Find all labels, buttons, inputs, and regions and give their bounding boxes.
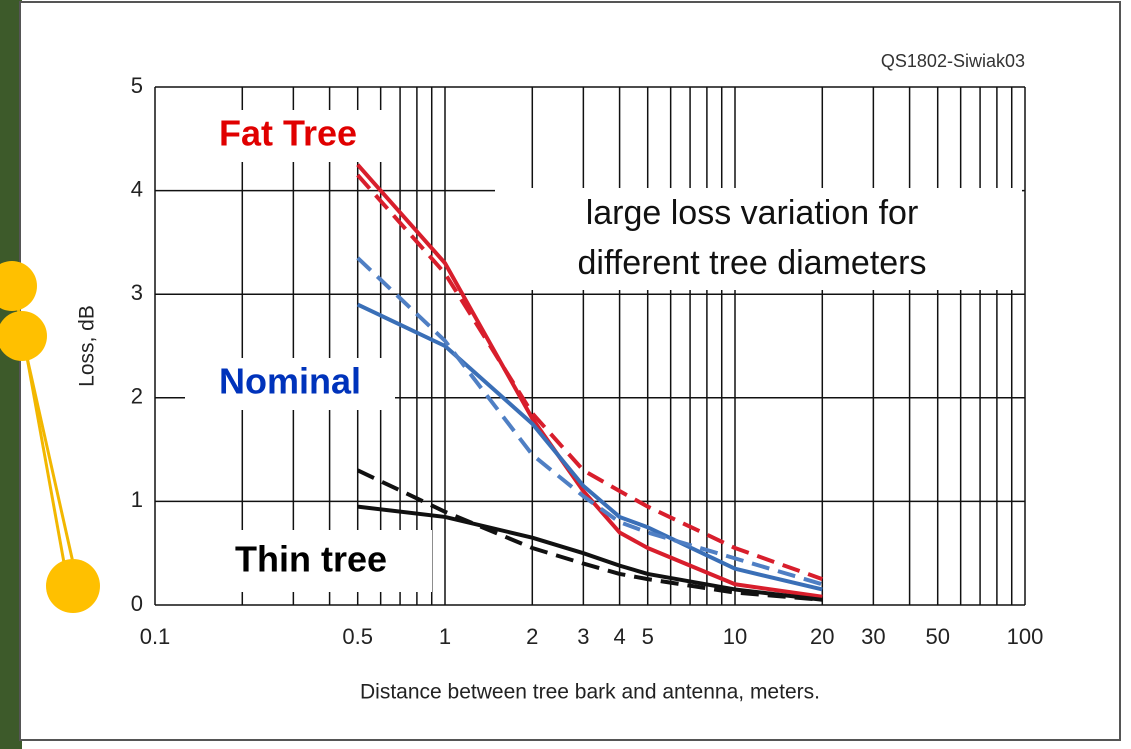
annotation-box (190, 530, 432, 592)
series-line (356, 163, 823, 599)
decoration (0, 261, 100, 613)
series-line (356, 468, 823, 602)
annotation: Thin tree (235, 539, 387, 580)
y-tick-label: 3 (131, 280, 143, 305)
marker-dot (0, 261, 37, 311)
x-tick-label: 20 (810, 624, 834, 649)
x-tick-label: 3 (577, 624, 589, 649)
marker-dot (46, 559, 100, 613)
x-axis-title: Distance between tree bark and antenna, … (360, 681, 820, 704)
series-line (357, 504, 823, 602)
x-tick-label: 0.5 (342, 624, 373, 649)
y-axis-title: Loss, dB (76, 305, 99, 387)
annotation-box (185, 358, 395, 410)
series-line (356, 173, 823, 581)
y-tick-label: 1 (131, 487, 143, 512)
source-label: QS1802-Siwiak03 (881, 51, 1025, 71)
marker-dot (0, 311, 47, 361)
photo-strip (0, 0, 22, 749)
annotation: Fat Tree (219, 113, 357, 154)
series-line (356, 256, 823, 587)
x-tick-label: 4 (613, 624, 625, 649)
callout-box (495, 188, 1022, 290)
y-tick-label: 2 (131, 384, 143, 409)
callout-text: different tree diameters (578, 244, 927, 282)
annotation-box (190, 110, 385, 162)
x-tick-label: 50 (925, 624, 949, 649)
y-tick-label: 4 (131, 176, 143, 201)
x-tick-label: 30 (861, 624, 885, 649)
x-tick-label: 1 (439, 624, 451, 649)
x-tick-label: 100 (1007, 624, 1044, 649)
x-tick-label: 0.1 (140, 624, 171, 649)
x-tick-label: 5 (642, 624, 654, 649)
x-tick-label: 2 (526, 624, 538, 649)
y-tick-label: 5 (131, 73, 143, 98)
annotation: Nominal (219, 361, 361, 402)
y-tick-label: 0 (131, 591, 143, 616)
x-tick-label: 10 (723, 624, 747, 649)
pointer-line (20, 334, 80, 586)
callout-text: large loss variation for (586, 194, 919, 232)
